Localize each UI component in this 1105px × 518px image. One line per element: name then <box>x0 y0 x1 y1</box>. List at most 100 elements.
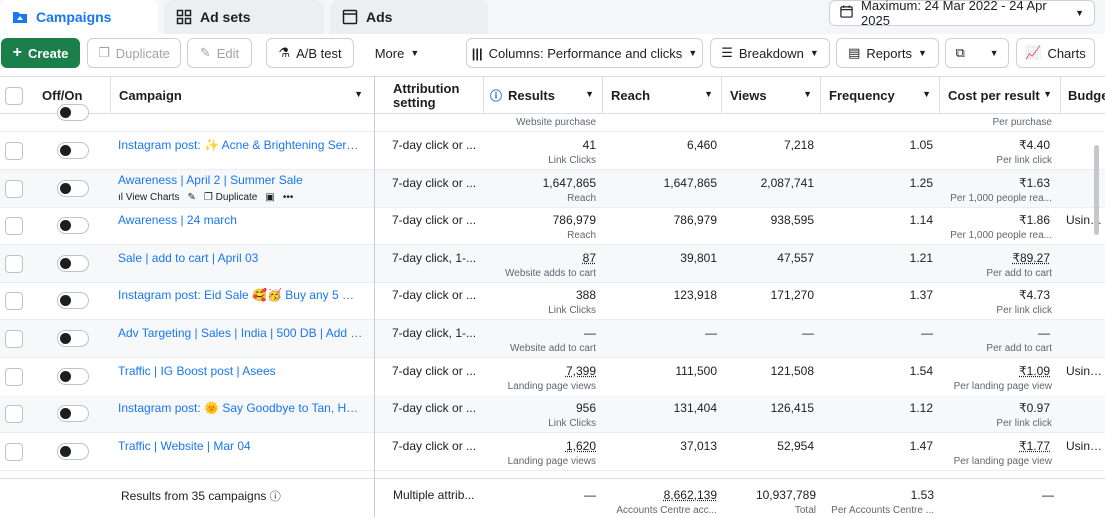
footer-reach: 8,662,139 <box>663 488 717 502</box>
row-toggle[interactable] <box>57 217 89 235</box>
header-cost-per-result[interactable]: Cost per result ▼ <box>948 77 1060 114</box>
row-checkbox[interactable] <box>5 405 23 424</box>
chevron-down-icon: ▼ <box>410 48 420 58</box>
row-toggle[interactable] <box>57 142 89 159</box>
campaign-name-link[interactable]: Awareness | April 2 | Summer Sale <box>118 172 303 187</box>
column-divider <box>820 76 821 114</box>
vertical-scrollbar[interactable] <box>1094 145 1099 235</box>
footer-views: 10,937,789 <box>755 488 816 502</box>
reports-button[interactable]: ▤ Reports ▼ <box>836 38 939 68</box>
results-value: 388 <box>575 288 596 303</box>
charts-button[interactable]: 📈 Charts <box>1016 38 1095 68</box>
edit-button[interactable]: ✎ Edit <box>187 38 252 68</box>
campaign-name-link[interactable]: Traffic | Website | Mar 04 <box>118 438 251 453</box>
header-frequency[interactable]: Frequency ▼ <box>829 77 939 114</box>
reach-value: 37,013 <box>680 438 717 453</box>
row-toggle[interactable] <box>57 179 89 197</box>
breakdown-button[interactable]: ☰ Breakdown ▼ <box>710 38 830 68</box>
select-all-checkbox[interactable] <box>5 77 23 114</box>
row-checkbox[interactable] <box>5 142 23 160</box>
more-dots-icon[interactable]: ••• <box>282 191 294 203</box>
campaign-name-link[interactable]: Awareness | 24 march <box>118 213 237 228</box>
chevron-down-icon: ▼ <box>922 89 931 99</box>
row-toggle[interactable] <box>57 330 89 347</box>
duplicate-button[interactable]: ❐ Duplicate <box>87 38 181 68</box>
table-row[interactable]: Awareness | 24 march 7-day click or ... … <box>0 207 1105 246</box>
date-range-picker[interactable]: Maximum: 24 Mar 2022 - 24 Apr 2025 ▼ <box>829 0 1095 28</box>
chevron-down-icon: ▼ <box>354 89 363 99</box>
row-checkbox[interactable] <box>5 330 23 348</box>
table-row[interactable]: Sale | add to cart | April 03 7-day clic… <box>0 244 1105 283</box>
ab-test-button[interactable]: ⚗ A/B test <box>266 38 354 68</box>
cpr-sub: Per landing page view <box>953 380 1052 392</box>
campaign-name-link[interactable]: Traffic | IG Boost post | Asees <box>118 363 276 378</box>
duplicate-action[interactable]: ❐ Duplicate <box>204 192 257 203</box>
views-value: 52,954 <box>777 438 814 453</box>
columns-button[interactable]: ||| Columns: Performance and clicks ▼ <box>466 38 703 68</box>
header-off-on[interactable]: Off/On <box>42 88 83 103</box>
header-campaign[interactable]: Campaign ▼ <box>119 77 375 114</box>
calendar-icon <box>840 5 853 21</box>
cpr-value: ₹89.27 <box>1012 250 1050 265</box>
results-sub: Landing page views <box>507 380 596 392</box>
row-toggle[interactable] <box>57 254 89 272</box>
campaign-name-link[interactable]: Adv Targeting | Sales | India | 500 DB |… <box>118 326 363 340</box>
cpr-sub: Per link click <box>996 155 1052 166</box>
row-toggle[interactable] <box>57 104 89 121</box>
frequency-value: — <box>921 326 933 340</box>
table-row[interactable]: Traffic | Website | Mar 04 7-day click o… <box>0 433 1105 471</box>
bar-chart-icon: ıl <box>118 191 126 203</box>
header-results[interactable]: ⓘ Results ▼ <box>490 77 602 114</box>
view-charts-action[interactable]: ıl View Charts <box>118 192 180 203</box>
row-toggle[interactable] <box>57 442 89 460</box>
results-sub: Landing page views <box>507 455 596 467</box>
footer-reach-sub: Accounts Centre acc... <box>616 505 717 516</box>
column-divider <box>110 76 111 114</box>
campaign-name-link[interactable]: Instagram post: 🌞 Say Goodbye to Tan, He… <box>118 401 363 416</box>
chevron-down-icon: ▼ <box>688 48 698 58</box>
row-checkbox[interactable] <box>5 442 23 461</box>
header-budget[interactable]: Budge <box>1068 88 1105 103</box>
row-toggle[interactable] <box>57 405 89 423</box>
header-views[interactable]: Views ▼ <box>730 77 820 114</box>
header-reach[interactable]: Reach ▼ <box>611 77 721 114</box>
row-toggle[interactable] <box>57 292 89 310</box>
create-button[interactable]: + Create <box>1 38 80 68</box>
row-toggle[interactable] <box>57 367 89 385</box>
results-sub: Link Clicks <box>548 418 596 430</box>
campaign-name-link[interactable]: Sale | add to cart | April 03 <box>118 250 259 265</box>
campaign-name-link[interactable]: Instagram post: ✨ Acne & Brightening Ser… <box>118 138 363 152</box>
table-row[interactable]: Awareness | April 2 | Summer Sale 7-day … <box>0 169 1105 208</box>
export-button[interactable]: ⧉ ▼ <box>945 38 1009 68</box>
chevron-down-icon: ▼ <box>989 48 999 58</box>
table-row[interactable]: Adv Targeting | Sales | India | 500 DB |… <box>0 320 1105 358</box>
views-value: 126,415 <box>770 401 814 416</box>
duplicate-label: Duplicate <box>215 191 258 203</box>
reports-label: Reports <box>866 45 912 61</box>
row-checkbox[interactable] <box>5 254 23 273</box>
header-label: Views <box>730 88 767 103</box>
attribution-value: 7-day click or ... <box>392 438 477 453</box>
table-header: Off/On Campaign ▼ Attribution setting ⓘ … <box>0 76 1105 114</box>
header-attribution[interactable]: Attribution setting <box>393 80 460 110</box>
table-row[interactable]: Instagram post: Eid Sale 🥰🥳 Buy any 5 @1… <box>0 282 1105 321</box>
frozen-column-divider[interactable] <box>374 76 375 517</box>
results-value: 87 <box>582 250 596 265</box>
campaign-name-link[interactable]: Instagram post: Eid Sale 🥰🥳 Buy any 5 @1… <box>118 288 363 303</box>
pencil-icon[interactable]: ✎ <box>187 191 196 203</box>
footer-attribution: Multiple attrib... <box>393 488 475 502</box>
budget-value: Using a <box>1066 438 1105 453</box>
table-row[interactable]: Traffic | IG Boost post | Asees 7-day cl… <box>0 358 1105 396</box>
row-checkbox[interactable] <box>5 292 23 311</box>
row-checkbox[interactable] <box>5 217 23 236</box>
tab-ad-sets[interactable]: Ad sets <box>164 0 324 34</box>
table-row[interactable]: Instagram post: ✨ Acne & Brightening Ser… <box>0 132 1105 170</box>
preview-icon[interactable]: ▣ <box>265 191 275 203</box>
row-checkbox[interactable] <box>5 179 23 198</box>
tab-ads[interactable]: Ads <box>330 0 488 34</box>
tab-campaigns[interactable]: Campaigns <box>0 0 158 34</box>
row-checkbox[interactable] <box>5 367 23 386</box>
table-row[interactable]: Instagram post: 🌞 Say Goodbye to Tan, He… <box>0 395 1105 434</box>
duplicate-icon: ❐ <box>98 45 110 60</box>
more-button[interactable]: More ▼ <box>362 38 432 68</box>
